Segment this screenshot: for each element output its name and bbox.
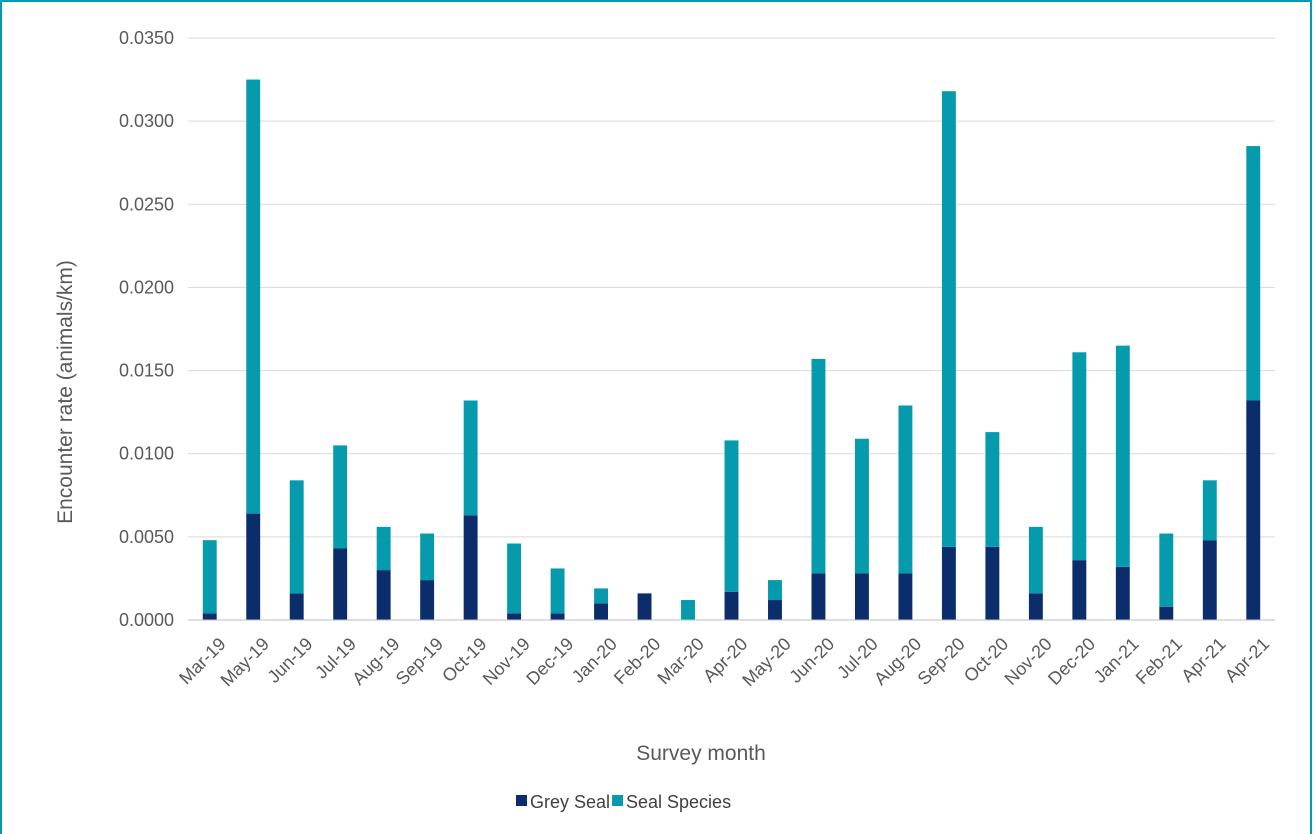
y-tick-label: 0.0050 bbox=[119, 527, 174, 547]
grey-seal-bar bbox=[1246, 400, 1261, 620]
seal-species-bar bbox=[768, 580, 782, 601]
y-tick-label: 0.0250 bbox=[119, 194, 174, 214]
seal-species-bar bbox=[1246, 146, 1261, 401]
seal-species-legend-swatch bbox=[612, 795, 623, 806]
seal-species-bar bbox=[941, 91, 956, 547]
seal-species-bar bbox=[289, 480, 304, 594]
seal-species-bar bbox=[898, 405, 913, 574]
gridlines bbox=[188, 37, 1275, 538]
seal-species-bar bbox=[1159, 533, 1174, 607]
grey-seal-bar bbox=[1072, 560, 1087, 620]
grey-seal-bar bbox=[941, 546, 956, 620]
grey-seal-bar bbox=[246, 513, 261, 620]
seal-species-bar bbox=[463, 400, 478, 516]
grey-seal-bar bbox=[768, 600, 782, 620]
seal-species-bar bbox=[811, 358, 826, 574]
grey-seal-bar bbox=[1202, 540, 1217, 620]
grey-seal-bar bbox=[898, 573, 913, 620]
y-tick-label: 0.0100 bbox=[119, 444, 174, 464]
legend-label: Seal Species bbox=[626, 792, 731, 812]
grey-seal-bar bbox=[463, 515, 478, 620]
grey-seal-bar bbox=[1159, 606, 1174, 620]
grey-seal-bar bbox=[854, 573, 869, 620]
grey-seal-bar bbox=[333, 548, 348, 620]
seal-species-bar bbox=[1072, 352, 1087, 561]
y-tick-label: 0.0300 bbox=[119, 111, 174, 131]
grey-seal-bar bbox=[985, 546, 1000, 620]
seal-species-bar bbox=[1028, 526, 1043, 594]
seal-species-bar bbox=[594, 588, 609, 604]
seal-species-bar bbox=[246, 79, 261, 514]
seal-species-bar bbox=[376, 526, 391, 571]
grey-seal-bar bbox=[420, 580, 435, 620]
grey-seal-legend-swatch bbox=[516, 795, 527, 806]
grey-seal-bar bbox=[550, 613, 565, 620]
y-tick-label: 0.0350 bbox=[119, 28, 174, 48]
y-tick-label: 0.0000 bbox=[119, 610, 174, 630]
y-axis-ticks: 0.0000 0.0050 0.0100 0.0150 0.0200 0.0250 0.03… bbox=[119, 28, 174, 630]
legend-label: Grey Seal bbox=[530, 792, 610, 812]
grey-seal-bar bbox=[724, 591, 739, 620]
grey-seal-bar bbox=[202, 613, 217, 620]
seal-species-bar bbox=[420, 533, 435, 581]
seal-species-bar bbox=[1115, 345, 1130, 567]
grey-seal-bar bbox=[289, 593, 304, 620]
bars bbox=[202, 79, 1261, 620]
legend: Grey Seal Seal Species bbox=[516, 792, 731, 812]
grey-seal-bar bbox=[1028, 593, 1043, 620]
y-axis-title: Encounter rate (animals/km) bbox=[54, 260, 77, 524]
seal-species-bar bbox=[681, 600, 695, 620]
grey-seal-bar bbox=[376, 570, 391, 620]
grey-seal-bar bbox=[594, 603, 609, 620]
y-tick-label: 0.0200 bbox=[119, 277, 174, 297]
x-axis-title: Survey month bbox=[636, 742, 766, 765]
seal-species-bar bbox=[202, 540, 217, 614]
grey-seal-bar bbox=[507, 613, 522, 620]
seal-species-bar bbox=[507, 543, 522, 614]
seal-species-bar bbox=[333, 445, 348, 549]
seal-species-bar bbox=[1202, 480, 1217, 541]
seal-species-bar bbox=[854, 438, 869, 574]
grey-seal-bar bbox=[637, 593, 652, 620]
grey-seal-bar bbox=[811, 573, 826, 620]
y-tick-label: 0.0150 bbox=[119, 361, 174, 381]
seal-species-bar bbox=[550, 568, 565, 614]
seal-species-bar bbox=[724, 440, 739, 592]
grey-seal-bar bbox=[1115, 566, 1130, 620]
seal-species-bar bbox=[985, 432, 1000, 547]
